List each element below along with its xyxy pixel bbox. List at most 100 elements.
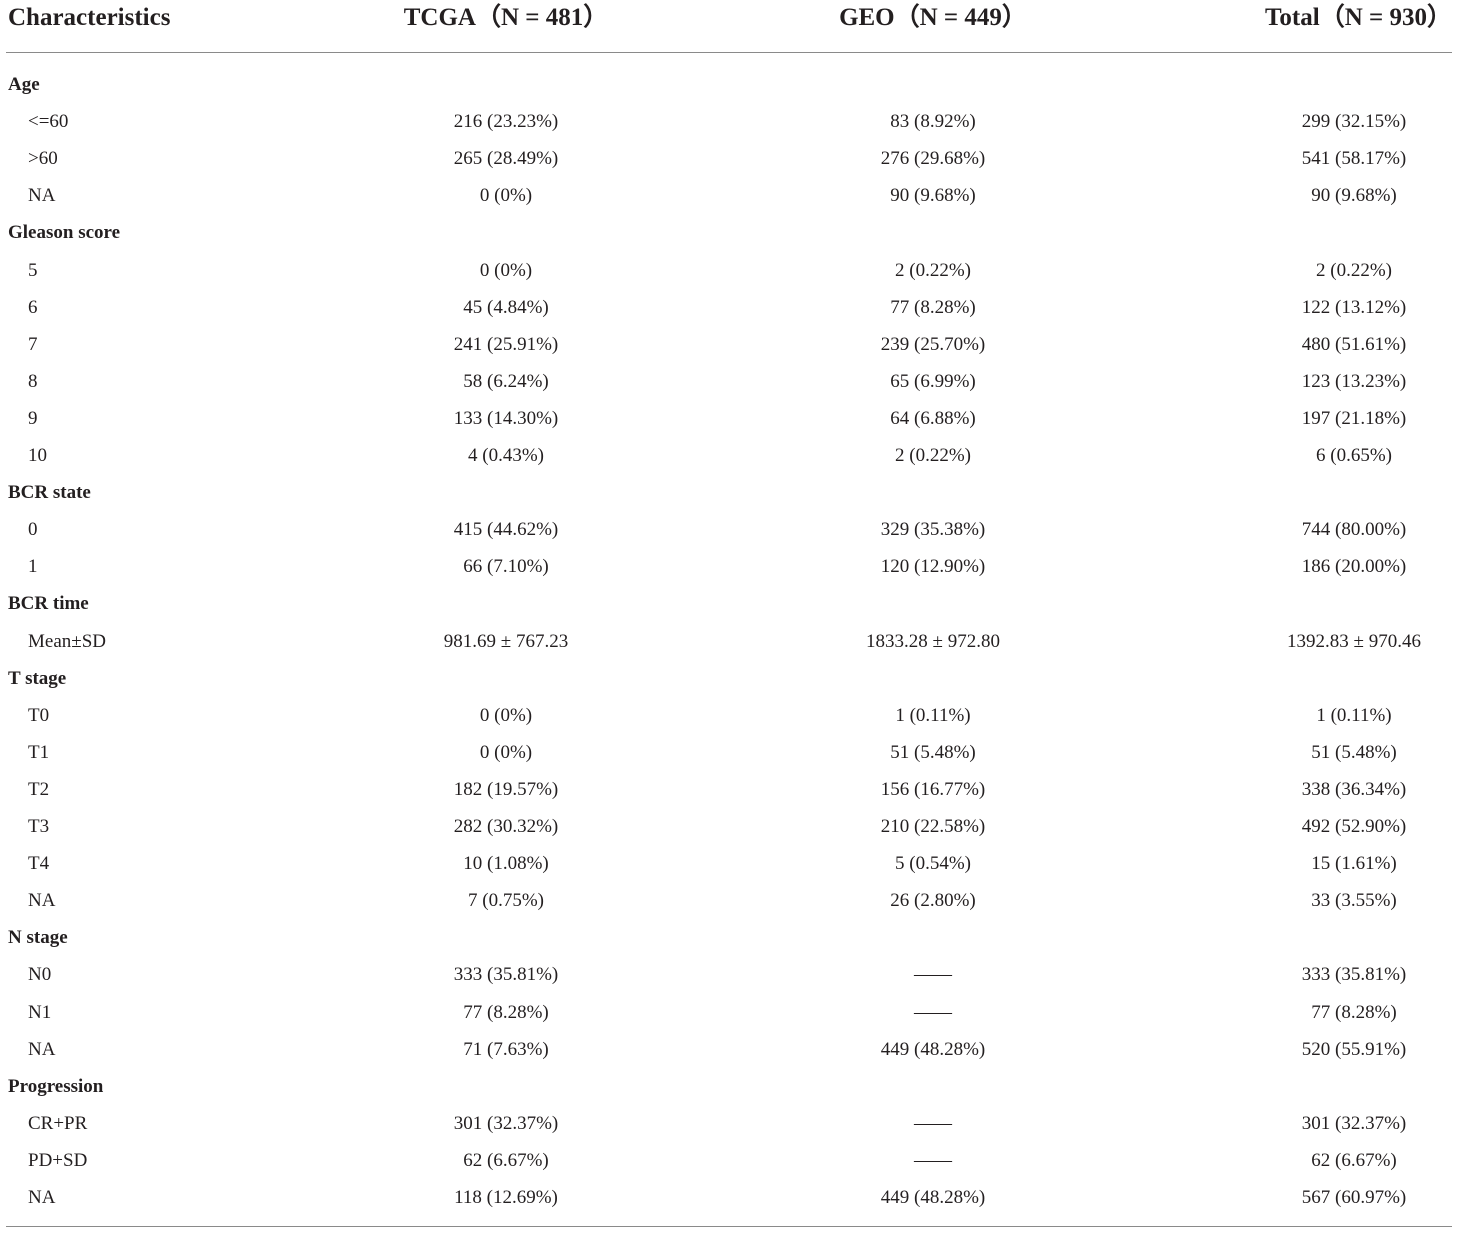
geo-value: 65 (6.99%): [890, 370, 976, 392]
table-row: 8 58 (6.24%) 65 (6.99%) 123 (13.23%): [0, 363, 1460, 400]
header-total: Total（N = 930）: [1265, 4, 1452, 31]
geo-value: 276 (29.68%): [880, 148, 986, 170]
group-label: Age: [8, 74, 40, 95]
geo-value: 210 (22.58%): [880, 816, 986, 837]
row-label: 0: [28, 519, 38, 541]
geo-value: 1833.28 ± 972.80: [866, 630, 1000, 652]
geo-value: ——: [914, 964, 952, 986]
tcga-value: 4 (0.43%): [468, 445, 544, 466]
geo-value: 1 (0.11%): [895, 704, 971, 726]
row-label: NA: [28, 185, 56, 207]
tcga-value: 301 (32.37%): [453, 1112, 559, 1134]
header-characteristics: Characteristics: [8, 4, 171, 31]
total-value: 567 (60.97%): [1301, 1187, 1407, 1208]
total-value: 33 (3.55%): [1311, 890, 1397, 912]
table-row: <=60 216 (23.23%) 83 (8.92%) 299 (32.15%): [0, 103, 1460, 140]
table-row: NA 7 (0.75%) 26 (2.80%) 33 (3.55%): [0, 882, 1460, 919]
total-value: 541 (58.17%): [1301, 148, 1407, 170]
group-label: N stage: [8, 927, 68, 949]
row-label: 10: [28, 445, 47, 466]
total-value: 299 (32.15%): [1301, 111, 1407, 133]
tcga-value: 58 (6.24%): [463, 370, 549, 392]
total-value: 1 (0.11%): [1316, 704, 1392, 726]
row-label: T2: [28, 778, 50, 800]
table-row: N1 77 (8.28%) —— 77 (8.28%): [0, 994, 1460, 1031]
bottom-rule: [6, 1226, 1452, 1227]
tcga-value: 77 (8.28%): [463, 1001, 549, 1023]
table-row: NA 0 (0%) 90 (9.68%) 90 (9.68%): [0, 177, 1460, 214]
total-value: 744 (80.00%): [1301, 519, 1407, 541]
group-row: BCR state: [0, 474, 1460, 511]
row-label: 9: [28, 407, 38, 429]
tcga-value: 182 (19.57%): [453, 778, 559, 800]
total-value: 122 (13.12%): [1301, 296, 1407, 318]
tcga-value: 0 (0%): [479, 741, 533, 763]
tcga-value: 118 (12.69%): [454, 1187, 558, 1208]
table-row: >60 265 (28.49%) 276 (29.68%) 541 (58.17%): [0, 140, 1460, 177]
tcga-value: 133 (14.30%): [453, 407, 559, 429]
table-row: NA 118 (12.69%) 449 (48.28%) 567 (60.97%): [0, 1179, 1460, 1216]
geo-value: ——: [914, 1001, 952, 1023]
geo-value: 329 (35.38%): [880, 519, 986, 541]
total-value: 2 (0.22%): [1316, 259, 1392, 281]
total-value: 90 (9.68%): [1311, 185, 1397, 207]
row-label: T4: [28, 853, 50, 875]
tcga-value: 0 (0%): [479, 704, 533, 726]
table-row: 9 133 (14.30%) 64 (6.88%) 197 (21.18%): [0, 400, 1460, 437]
tcga-value: 45 (4.84%): [463, 296, 549, 318]
total-value: 6 (0.65%): [1316, 445, 1392, 466]
group-row: Gleason score: [0, 214, 1460, 251]
total-value: 15 (1.61%): [1311, 853, 1397, 875]
geo-value: 5 (0.54%): [895, 853, 971, 875]
geo-value: 2 (0.22%): [895, 445, 971, 466]
tcga-value: 333 (35.81%): [453, 964, 559, 986]
geo-value: 26 (2.80%): [890, 890, 976, 912]
header-tcga: TCGA（N = 481）: [403, 4, 609, 31]
geo-value: 449 (48.28%): [880, 1187, 986, 1208]
header-geo: GEO（N = 449）: [839, 4, 1027, 31]
tcga-value: 241 (25.91%): [453, 333, 559, 355]
geo-value: 120 (12.90%): [880, 556, 986, 578]
total-value: 62 (6.67%): [1311, 1149, 1397, 1171]
table-row: 6 45 (4.84%) 77 (8.28%) 122 (13.12%): [0, 289, 1460, 326]
group-label: BCR state: [8, 482, 91, 504]
group-row: Age: [0, 66, 1460, 103]
geo-value: ——: [914, 1112, 952, 1134]
row-label: 1: [28, 556, 38, 578]
table-row: 5 0 (0%) 2 (0.22%) 2 (0.22%): [0, 252, 1460, 289]
total-value: 301 (32.37%): [1301, 1112, 1407, 1134]
geo-value: 51 (5.48%): [890, 741, 976, 763]
group-row: BCR time: [0, 585, 1460, 622]
row-label: PD+SD: [28, 1149, 88, 1171]
row-label: N1: [28, 1001, 52, 1023]
group-label: T stage: [8, 667, 67, 689]
geo-value: ——: [914, 1149, 952, 1171]
table-row: N0 333 (35.81%) —— 333 (35.81%): [0, 956, 1460, 993]
geo-value: 77 (8.28%): [890, 296, 976, 318]
table-row: CR+PR 301 (32.37%) —— 301 (32.37%): [0, 1105, 1460, 1142]
table-row: Mean±SD 981.69 ± 767.23 1833.28 ± 972.80 13…: [0, 623, 1460, 660]
geo-value: 90 (9.68%): [890, 185, 976, 207]
row-label: <=60: [28, 111, 69, 133]
table-row: T4 10 (1.08%) 5 (0.54%) 15 (1.61%): [0, 845, 1460, 882]
tcga-value: 216 (23.23%): [453, 111, 559, 133]
geo-value: 156 (16.77%): [880, 778, 986, 800]
total-value: 77 (8.28%): [1311, 1001, 1397, 1023]
total-value: 197 (21.18%): [1301, 407, 1407, 429]
row-label: NA: [28, 1187, 56, 1208]
total-value: 51 (5.48%): [1311, 741, 1397, 763]
tcga-value: 71 (7.63%): [463, 1038, 549, 1060]
table-row: 7 241 (25.91%) 239 (25.70%) 480 (51.61%): [0, 326, 1460, 363]
table-row: T0 0 (0%) 1 (0.11%) 1 (0.11%): [0, 697, 1460, 734]
row-label: T1: [28, 741, 50, 763]
row-label: NA: [28, 890, 56, 912]
tcga-value: 62 (6.67%): [463, 1149, 549, 1171]
row-label: T3: [28, 816, 50, 837]
geo-value: 239 (25.70%): [880, 333, 986, 355]
geo-value: 449 (48.28%): [880, 1038, 986, 1060]
row-label: Mean±SD: [28, 630, 106, 652]
total-value: 338 (36.34%): [1301, 778, 1407, 800]
group-row: T stage: [0, 660, 1460, 697]
tcga-value: 0 (0%): [479, 185, 533, 207]
